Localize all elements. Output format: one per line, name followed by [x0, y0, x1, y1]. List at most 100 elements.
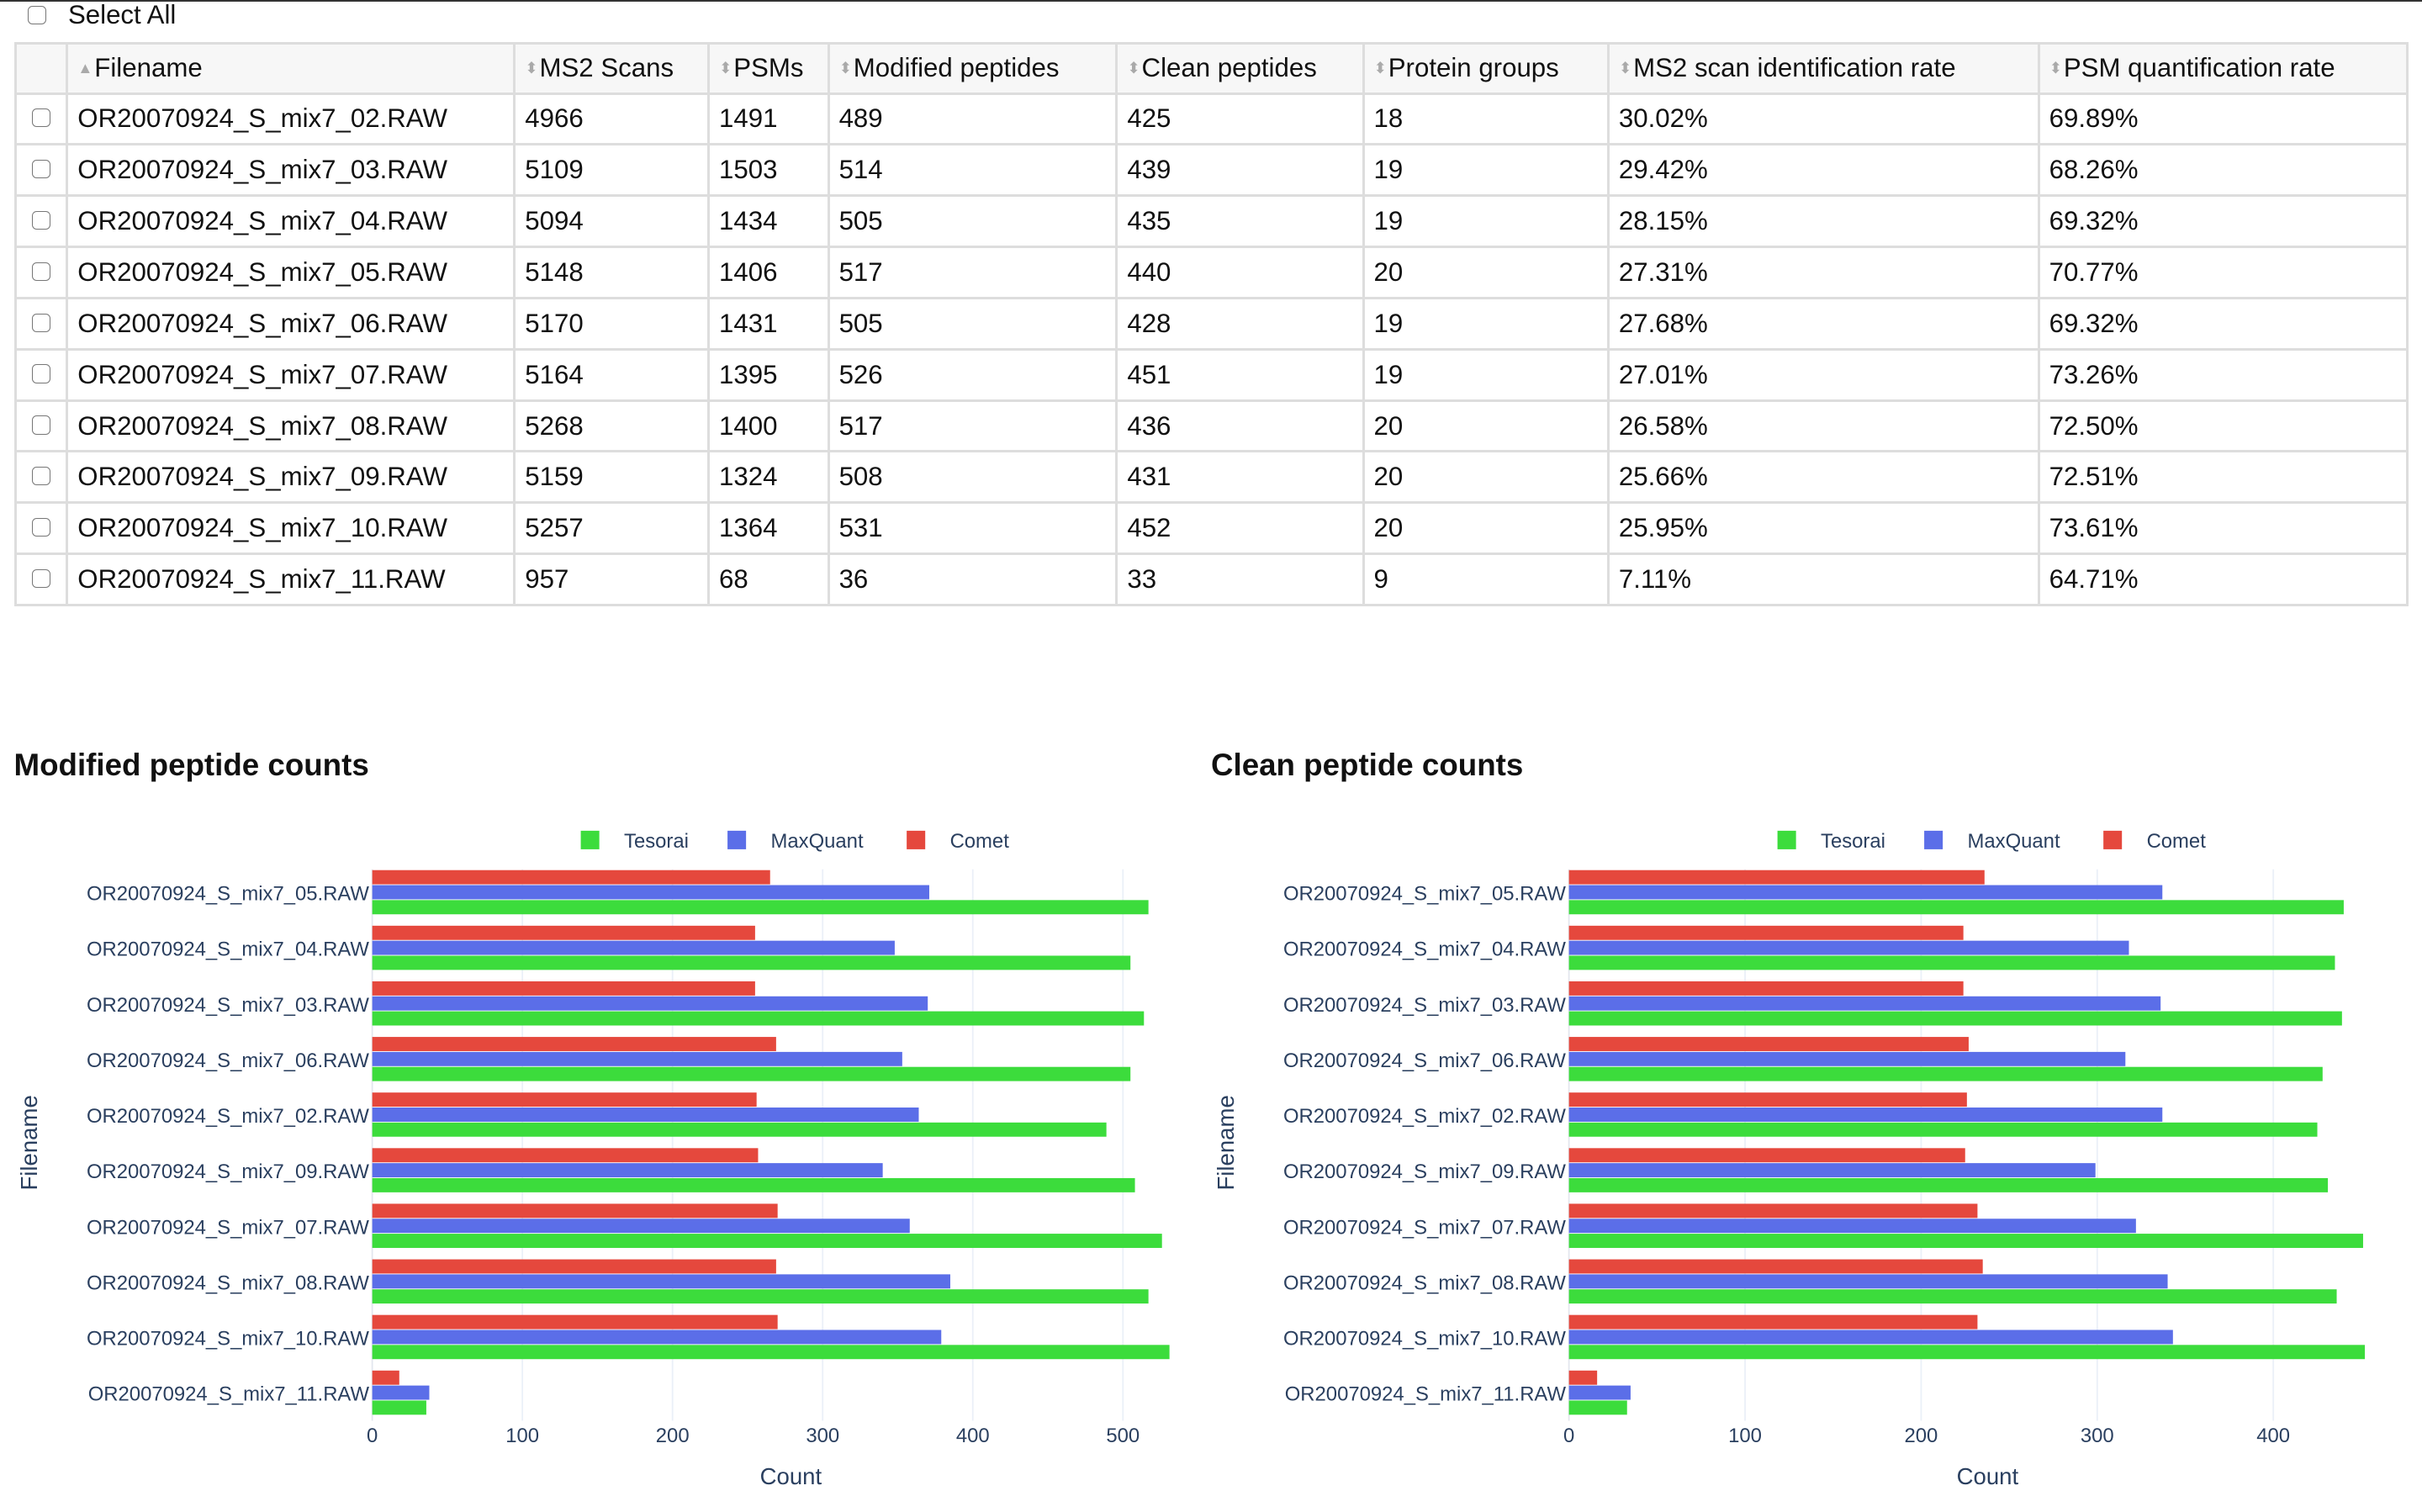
row-select-cell[interactable] — [13, 501, 69, 556]
bar-comet — [1569, 981, 1965, 997]
row-select-cell[interactable] — [13, 194, 69, 249]
y-tick-label: OR20070924_S_mix7_07.RAW — [87, 1217, 369, 1240]
table-cell: 451 — [1115, 347, 1365, 402]
column-header[interactable]: ⬍ PSMs — [706, 41, 830, 95]
table-cell: 64.71% — [2037, 552, 2409, 606]
table-cell: 508 — [827, 450, 1118, 505]
top-border — [0, 0, 2422, 2]
bar-maxquant — [1569, 885, 2163, 900]
bar-tesorai — [1569, 900, 2345, 915]
sort-icon[interactable]: ⬍ — [838, 59, 852, 77]
sort-icon[interactable]: ⬍ — [1127, 59, 1140, 77]
table-cell: 19 — [1362, 347, 1610, 402]
table-row: OR20070924_S_mix7_05.RAW 5148 1406 517 440 20… — [13, 246, 2409, 299]
row-select-cell[interactable] — [13, 552, 69, 606]
row-checkbox[interactable] — [31, 517, 50, 537]
y-tick-label: OR20070924_S_mix7_09.RAW — [87, 1160, 369, 1183]
y-tick-label: OR20070924_S_mix7_10.RAW — [1283, 1328, 1566, 1351]
row-select-cell[interactable] — [13, 143, 69, 198]
bar-maxquant — [372, 1274, 950, 1289]
select-all[interactable]: Select All — [28, 0, 176, 31]
table-cell: 20 — [1362, 246, 1610, 299]
column-header[interactable]: ⬍ MS2 scan identification rate — [1606, 41, 2040, 95]
bar-maxquant — [1569, 997, 2161, 1011]
bar-tesorai — [372, 1123, 1107, 1137]
table-cell: 5164 — [513, 347, 710, 402]
bar-tesorai — [1569, 1289, 2337, 1304]
sort-icon[interactable]: ▲ — [77, 59, 93, 77]
x-tick-label: 200 — [656, 1425, 690, 1447]
table-cell: 526 — [827, 347, 1118, 402]
table-cell: 26.58% — [1606, 399, 2040, 453]
chart-title-clean: Clean peptide counts — [1210, 747, 1524, 782]
row-select-cell[interactable] — [13, 92, 69, 146]
row-checkbox[interactable] — [31, 313, 50, 332]
column-header[interactable]: ⬍ MS2 Scans — [513, 41, 710, 95]
table-cell: 436 — [1115, 399, 1365, 453]
x-tick-label: 300 — [806, 1425, 839, 1447]
table-row: OR20070924_S_mix7_09.RAW 5159 1324 508 431 20… — [13, 450, 2409, 505]
row-checkbox[interactable] — [31, 467, 50, 486]
table-cell: 452 — [1115, 501, 1365, 556]
sort-icon[interactable]: ⬍ — [2049, 59, 2062, 77]
column-header[interactable]: ⬍ Modified peptides — [827, 41, 1118, 95]
y-tick-label: OR20070924_S_mix7_07.RAW — [1283, 1217, 1566, 1240]
x-tick-label: 200 — [1905, 1425, 1938, 1447]
bar-comet — [372, 1037, 776, 1052]
bar-comet — [372, 1203, 778, 1219]
bar-tesorai — [372, 1400, 426, 1415]
row-select-cell[interactable] — [13, 347, 69, 402]
bar-tesorai — [1569, 1123, 2318, 1137]
row-select-cell[interactable] — [13, 450, 69, 505]
table-cell: 431 — [1115, 450, 1365, 505]
bar-comet — [1569, 1092, 1968, 1108]
column-header-label: MS2 Scans — [539, 53, 674, 83]
sort-icon[interactable]: ⬍ — [1618, 59, 1632, 77]
row-checkbox[interactable] — [31, 108, 50, 128]
sort-icon[interactable]: ⬍ — [1373, 59, 1387, 77]
x-tick-label: 500 — [1106, 1425, 1140, 1447]
row-select-cell[interactable] — [13, 246, 69, 299]
column-header-label: MS2 scan identification rate — [1633, 53, 1956, 83]
table-cell: 73.61% — [2037, 501, 2409, 556]
bar-comet — [1569, 1037, 1970, 1052]
y-tick-label: OR20070924_S_mix7_08.RAW — [87, 1272, 369, 1295]
select-all-checkbox[interactable] — [28, 6, 47, 25]
x-tick-label: 400 — [2257, 1425, 2291, 1447]
table-cell: 9 — [1362, 552, 1610, 606]
legend-label: MaxQuant — [1968, 830, 2060, 853]
row-checkbox[interactable] — [31, 160, 50, 179]
bar-maxquant — [372, 1385, 430, 1400]
column-header[interactable]: ⬍ Clean peptides — [1115, 41, 1365, 95]
table-row: OR20070924_S_mix7_10.RAW 5257 1364 531 452 20… — [13, 501, 2409, 556]
y-tick-label: OR20070924_S_mix7_08.RAW — [1283, 1272, 1566, 1295]
bar-maxquant — [372, 1108, 919, 1123]
row-checkbox[interactable] — [31, 262, 50, 281]
row-checkbox[interactable] — [31, 364, 50, 383]
bar-maxquant — [1569, 1385, 1631, 1400]
table-cell: 5268 — [513, 399, 710, 453]
legend-label: Comet — [2147, 830, 2207, 853]
bar-comet — [372, 1259, 776, 1274]
column-header[interactable]: ▲ Filename — [66, 41, 516, 95]
row-checkbox[interactable] — [31, 415, 50, 435]
y-tick-label: OR20070924_S_mix7_02.RAW — [87, 1105, 369, 1128]
sort-icon[interactable]: ⬍ — [525, 59, 538, 77]
bar-tesorai — [372, 1011, 1145, 1026]
bar-maxquant — [372, 1163, 883, 1178]
table-cell: 68 — [706, 552, 830, 606]
row-select-cell[interactable] — [13, 296, 69, 351]
table-cell: 69.89% — [2037, 92, 2409, 146]
table-row: OR20070924_S_mix7_04.RAW 5094 1434 505 435 19… — [13, 194, 2409, 249]
table-row: OR20070924_S_mix7_06.RAW 5170 1431 505 428 19… — [13, 296, 2409, 351]
column-header[interactable]: ⬍ PSM quantification rate — [2037, 41, 2409, 95]
bar-comet — [1569, 1203, 1978, 1219]
row-checkbox[interactable] — [31, 568, 50, 589]
row-checkbox[interactable] — [31, 210, 50, 230]
bar-comet — [372, 1314, 778, 1330]
sort-icon[interactable]: ⬍ — [718, 59, 732, 77]
column-header[interactable]: ⬍ Protein groups — [1362, 41, 1610, 95]
bar-maxquant — [372, 1052, 902, 1067]
row-select-cell[interactable] — [13, 399, 69, 453]
table-cell: 29.42% — [1606, 143, 2040, 198]
